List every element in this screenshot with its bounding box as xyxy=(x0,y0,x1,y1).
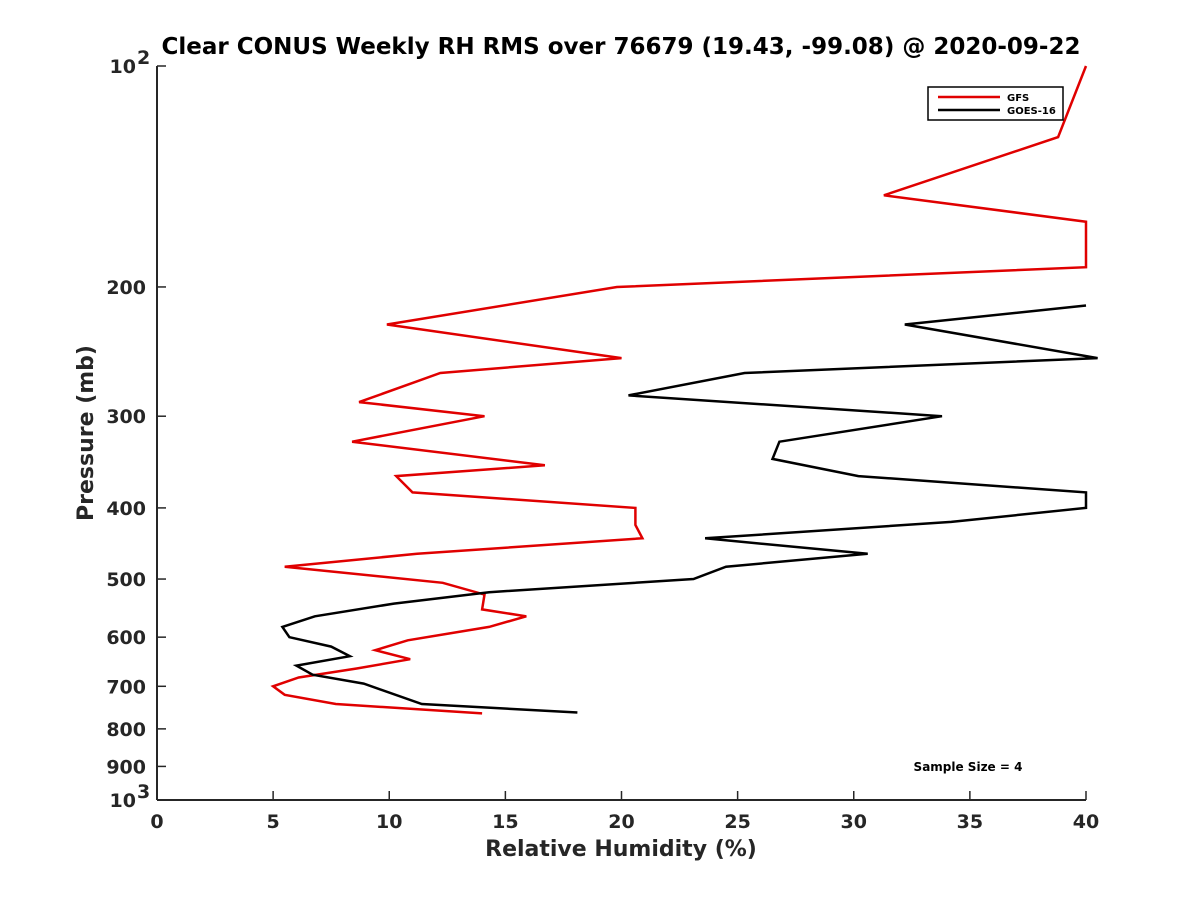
x-tick-label: 15 xyxy=(492,811,518,833)
series-line-goes-16 xyxy=(280,304,1098,714)
series-line-gfs xyxy=(270,65,1088,715)
x-tick-label: 10 xyxy=(376,811,402,833)
y-tick-label: 10 xyxy=(110,790,136,812)
chart-title: Clear CONUS Weekly RH RMS over 76679 (19… xyxy=(162,34,1081,60)
y-tick-label: 800 xyxy=(106,719,146,741)
x-tick-label: 5 xyxy=(267,811,280,833)
y-tick-label: 200 xyxy=(106,277,146,299)
y-tick-label: 300 xyxy=(106,406,146,428)
x-axis-label: Relative Humidity (%) xyxy=(485,837,757,862)
y-tick-label: 10 xyxy=(110,56,136,78)
x-tick-label: 30 xyxy=(841,811,867,833)
series-layer xyxy=(270,65,1098,715)
legend: GFS GOES-16 xyxy=(927,86,1064,121)
x-tick-label: 20 xyxy=(608,811,634,833)
y-tick-label: 900 xyxy=(106,756,146,778)
y-tick-exponent: 3 xyxy=(137,781,150,803)
x-tick-label: 35 xyxy=(957,811,983,833)
y-tick-exponent: 2 xyxy=(137,47,150,69)
y-tick-label: 600 xyxy=(106,627,146,649)
y-axis-label: Pressure (mb) xyxy=(74,345,99,521)
legend-label-gfs: GFS xyxy=(1007,93,1029,104)
y-tick-label: 400 xyxy=(106,498,146,520)
legend-box xyxy=(927,86,1064,121)
x-tick-label: 25 xyxy=(724,811,750,833)
y-tick-label: 700 xyxy=(106,676,146,698)
x-tick-label: 40 xyxy=(1073,811,1099,833)
legend-label-goes-16: GOES-16 xyxy=(1007,106,1056,117)
y-tick-label: 500 xyxy=(106,569,146,591)
x-tick-label: 0 xyxy=(150,811,163,833)
sample-size-annotation: Sample Size = 4 xyxy=(914,760,1023,774)
